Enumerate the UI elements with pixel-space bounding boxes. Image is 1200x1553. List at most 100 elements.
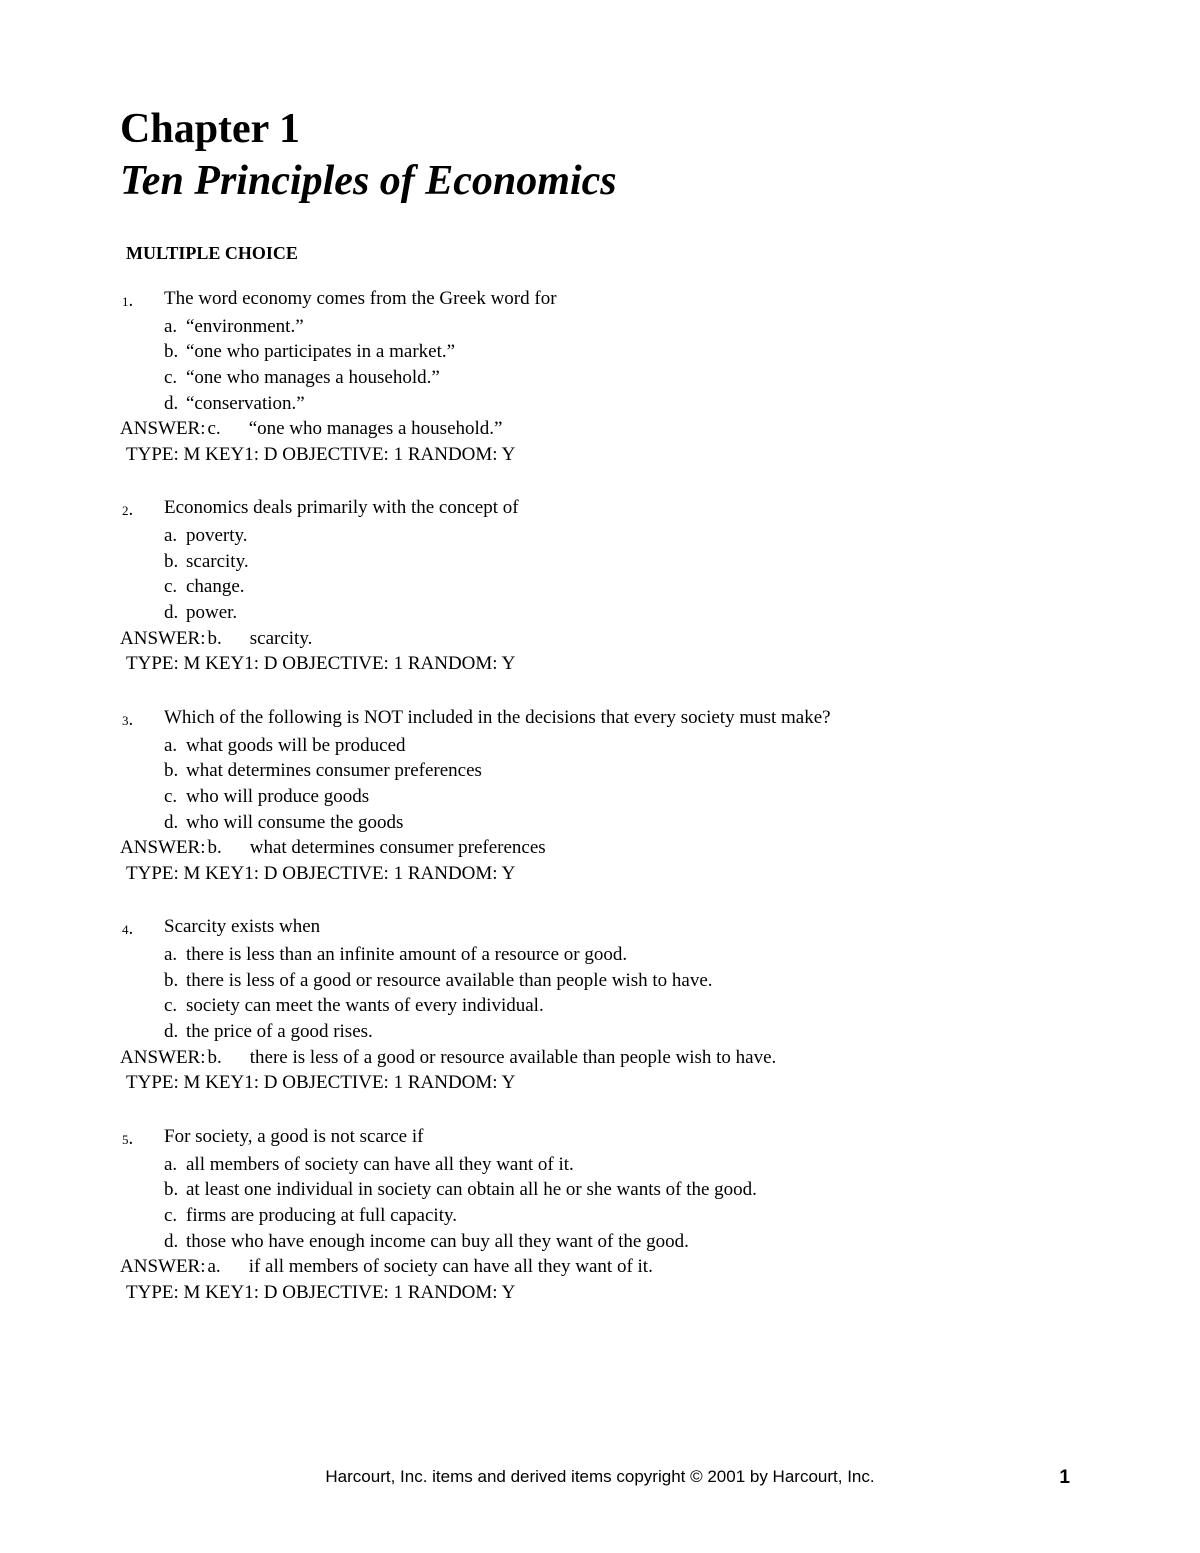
option-letter: c. — [164, 1203, 186, 1229]
option-text: firms are producing at full capacity. — [186, 1203, 1080, 1229]
option-letter: c. — [164, 574, 186, 600]
answer-label: ANSWER: — [120, 416, 206, 442]
option-letter: a. — [164, 1152, 186, 1178]
option-line: a.poverty. — [164, 523, 1080, 549]
option-text: there is less than an infinite amount of… — [186, 942, 1080, 968]
option-line: d.the price of a good rises. — [164, 1019, 1080, 1045]
question-text: Which of the following is NOT included i… — [164, 705, 1080, 731]
question-block: 5For society, a good is not scarce ifa.a… — [120, 1124, 1080, 1305]
answer-line: ANSWER: c. “one who manages a household.” — [120, 416, 1080, 442]
meta-line: TYPE: M KEY1: D OBJECTIVE: 1 RANDOM: Y — [120, 1280, 1080, 1306]
answer-letter: a. — [208, 1254, 221, 1280]
option-text: what determines consumer preferences — [186, 758, 1080, 784]
option-letter: b. — [164, 968, 186, 994]
question-text: For society, a good is not scarce if — [164, 1124, 1080, 1150]
chapter-title: Ten Principles of Economics — [120, 157, 1080, 205]
question-number: 5 — [120, 1124, 164, 1152]
page-number: 1 — [1059, 1467, 1070, 1489]
question-number: 3 — [120, 705, 164, 733]
answer-text: if all members of society can have all t… — [249, 1254, 653, 1280]
option-letter: d. — [164, 1019, 186, 1045]
option-text: “one who manages a household.” — [186, 365, 1080, 391]
option-letter: a. — [164, 942, 186, 968]
option-line: d.who will consume the goods — [164, 810, 1080, 836]
option-text: there is less of a good or resource avai… — [186, 968, 1080, 994]
answer-text: there is less of a good or resource avai… — [250, 1045, 777, 1071]
option-letter: c. — [164, 993, 186, 1019]
option-line: c.“one who manages a household.” — [164, 365, 1080, 391]
options-list: a.poverty.b.scarcity.c.change.d.power. — [120, 523, 1080, 626]
option-text: poverty. — [186, 523, 1080, 549]
option-line: a.there is less than an infinite amount … — [164, 942, 1080, 968]
question-text: The word economy comes from the Greek wo… — [164, 286, 1080, 312]
option-line: a.“environment.” — [164, 314, 1080, 340]
option-letter: c. — [164, 365, 186, 391]
answer-text: “one who manages a household.” — [249, 416, 503, 442]
option-letter: d. — [164, 810, 186, 836]
option-line: b.“one who participates in a market.” — [164, 339, 1080, 365]
option-line: c.firms are producing at full capacity. — [164, 1203, 1080, 1229]
question-block: 2Economics deals primarily with the conc… — [120, 495, 1080, 676]
option-line: d.“conservation.” — [164, 391, 1080, 417]
option-letter: a. — [164, 523, 186, 549]
option-text: “conservation.” — [186, 391, 1080, 417]
option-line: a.what goods will be produced — [164, 733, 1080, 759]
answer-label: ANSWER: — [120, 626, 206, 652]
option-letter: d. — [164, 600, 186, 626]
answer-letter: b. — [208, 626, 222, 652]
option-line: b.there is less of a good or resource av… — [164, 968, 1080, 994]
answer-text: scarcity. — [250, 626, 313, 652]
chapter-number: Chapter 1 — [120, 105, 1080, 153]
option-line: d.power. — [164, 600, 1080, 626]
option-text: change. — [186, 574, 1080, 600]
answer-line: ANSWER: b.there is less of a good or res… — [120, 1045, 1080, 1071]
question-block: 1The word economy comes from the Greek w… — [120, 286, 1080, 467]
option-text: scarcity. — [186, 549, 1080, 575]
option-line: c.society can meet the wants of every in… — [164, 993, 1080, 1019]
answer-line: ANSWER: a. if all members of society can … — [120, 1254, 1080, 1280]
question-number: 4 — [120, 914, 164, 942]
footer-copyright: Harcourt, Inc. items and derived items c… — [0, 1467, 1200, 1487]
section-heading: MULTIPLE CHOICE — [126, 243, 1080, 264]
option-text: those who have enough income can buy all… — [186, 1229, 1080, 1255]
meta-line: TYPE: M KEY1: D OBJECTIVE: 1 RANDOM: Y — [120, 442, 1080, 468]
option-letter: c. — [164, 784, 186, 810]
answer-label: ANSWER: — [120, 1254, 206, 1280]
option-line: b.at least one individual in society can… — [164, 1177, 1080, 1203]
meta-line: TYPE: M KEY1: D OBJECTIVE: 1 RANDOM: Y — [120, 651, 1080, 677]
question-text: Scarcity exists when — [164, 914, 1080, 940]
option-line: b.scarcity. — [164, 549, 1080, 575]
option-text: society can meet the wants of every indi… — [186, 993, 1080, 1019]
option-text: the price of a good rises. — [186, 1019, 1080, 1045]
question-text: Economics deals primarily with the conce… — [164, 495, 1080, 521]
option-line: b.what determines consumer preferences — [164, 758, 1080, 784]
option-letter: b. — [164, 1177, 186, 1203]
options-list: a.what goods will be producedb.what dete… — [120, 733, 1080, 836]
option-line: a.all members of society can have all th… — [164, 1152, 1080, 1178]
option-line: c.change. — [164, 574, 1080, 600]
option-text: what goods will be produced — [186, 733, 1080, 759]
answer-letter: c. — [208, 416, 221, 442]
option-text: who will produce goods — [186, 784, 1080, 810]
option-letter: d. — [164, 1229, 186, 1255]
option-letter: b. — [164, 758, 186, 784]
option-letter: d. — [164, 391, 186, 417]
answer-line: ANSWER: b. scarcity. — [120, 626, 1080, 652]
option-letter: a. — [164, 314, 186, 340]
option-line: d.those who have enough income can buy a… — [164, 1229, 1080, 1255]
question-block: 4Scarcity exists whena.there is less tha… — [120, 914, 1080, 1095]
answer-label: ANSWER: — [120, 1045, 206, 1071]
question-number: 1 — [120, 286, 164, 314]
options-list: a.all members of society can have all th… — [120, 1152, 1080, 1255]
option-letter: a. — [164, 733, 186, 759]
answer-label: ANSWER: — [120, 835, 206, 861]
options-list: a.“environment.”b.“one who participates … — [120, 314, 1080, 417]
answer-text: what determines consumer preferences — [250, 835, 546, 861]
options-list: a.there is less than an infinite amount … — [120, 942, 1080, 1045]
question-number: 2 — [120, 495, 164, 523]
meta-line: TYPE: M KEY1: D OBJECTIVE: 1 RANDOM: Y — [120, 1070, 1080, 1096]
option-text: “one who participates in a market.” — [186, 339, 1080, 365]
option-text: at least one individual in society can o… — [186, 1177, 1080, 1203]
option-text: power. — [186, 600, 1080, 626]
option-text: all members of society can have all they… — [186, 1152, 1080, 1178]
